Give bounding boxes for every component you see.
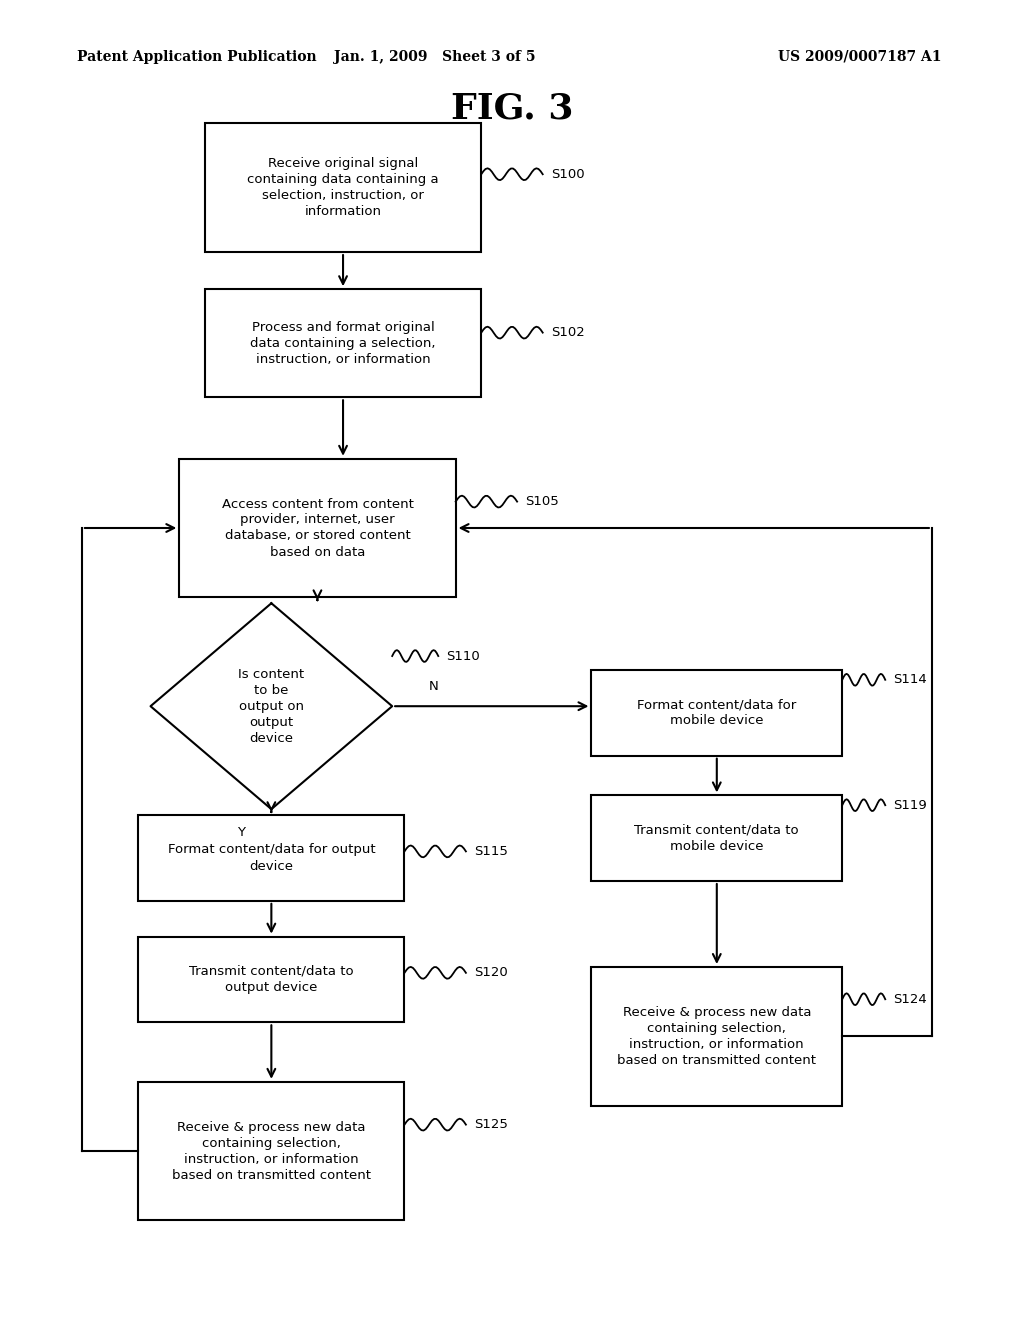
Text: Process and format original
data containing a selection,
instruction, or informa: Process and format original data contain… [250,321,436,366]
FancyBboxPatch shape [591,966,842,1106]
Text: FIG. 3: FIG. 3 [451,91,573,125]
Text: Transmit content/data to
mobile device: Transmit content/data to mobile device [635,824,799,853]
Text: N: N [428,680,438,693]
Text: Transmit content/data to
output device: Transmit content/data to output device [189,965,353,994]
Text: Access content from content
provider, internet, user
database, or stored content: Access content from content provider, in… [221,498,414,558]
Text: Receive original signal
containing data containing a
selection, instruction, or
: Receive original signal containing data … [247,157,439,218]
Text: Patent Application Publication: Patent Application Publication [77,50,316,63]
Text: S100: S100 [551,168,585,181]
FancyBboxPatch shape [138,937,404,1022]
Text: Format content/data for output
device: Format content/data for output device [168,843,375,873]
FancyBboxPatch shape [179,459,456,597]
FancyBboxPatch shape [205,289,481,397]
Text: Receive & process new data
containing selection,
instruction, or information
bas: Receive & process new data containing se… [617,1006,816,1067]
Text: S115: S115 [474,845,508,858]
Text: Jan. 1, 2009   Sheet 3 of 5: Jan. 1, 2009 Sheet 3 of 5 [335,50,536,63]
Text: S124: S124 [893,993,927,1006]
Text: S105: S105 [525,495,559,508]
Text: Format content/data for
mobile device: Format content/data for mobile device [637,698,797,727]
FancyBboxPatch shape [138,1082,404,1220]
Text: S119: S119 [893,799,927,812]
Text: S120: S120 [474,966,508,979]
FancyBboxPatch shape [138,814,404,900]
Polygon shape [151,603,392,809]
FancyBboxPatch shape [591,795,842,882]
Text: US 2009/0007187 A1: US 2009/0007187 A1 [778,50,942,63]
Text: Is content
to be
output on
output
device: Is content to be output on output device [239,668,304,744]
Text: S125: S125 [474,1118,508,1131]
FancyBboxPatch shape [205,123,481,252]
Text: Y: Y [237,826,245,840]
Text: S110: S110 [446,649,480,663]
Text: Receive & process new data
containing selection,
instruction, or information
bas: Receive & process new data containing se… [172,1121,371,1181]
Text: S102: S102 [551,326,585,339]
FancyBboxPatch shape [591,671,842,755]
Text: S114: S114 [893,673,927,686]
